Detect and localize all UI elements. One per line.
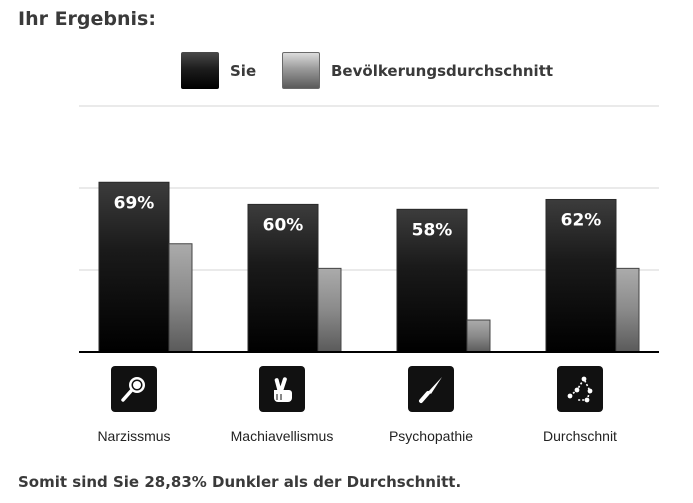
category-label: Psychopathie	[388, 428, 474, 444]
category-label: Durchschnit	[543, 428, 617, 444]
magnifier-icon	[111, 366, 157, 412]
bar-average-3	[615, 267, 640, 353]
bar-sie-1	[247, 203, 319, 353]
bar-average-1	[317, 267, 342, 353]
bar-sie-2	[396, 208, 468, 353]
dots-chart-icon	[557, 366, 603, 412]
category-label: Narzissmus	[97, 428, 171, 444]
bar-sie-0	[98, 181, 170, 353]
bar-sie-3	[545, 198, 617, 353]
result-heading: Ihr Ergebnis:	[18, 8, 156, 30]
legend-swatch-sie	[181, 52, 219, 89]
data-label-sie-0: 69%	[114, 193, 155, 213]
legend-label-sie: Sie	[230, 62, 257, 80]
data-label-sie-1: 60%	[263, 215, 304, 235]
crossed-fingers-icon	[259, 366, 305, 412]
data-label-sie-3: 62%	[561, 210, 602, 230]
category-label: Machiavellismus	[230, 428, 334, 444]
bar-average-2	[466, 319, 491, 353]
category-narzissmus: Narzissmus	[59, 366, 209, 444]
bar-average-0	[168, 243, 193, 353]
knife-icon	[408, 366, 454, 412]
category-durchschnit: Durchschnit	[505, 366, 655, 444]
category-machiavellismus: Machiavellismus	[207, 366, 357, 444]
chart-legend: Sie Bevölkerungsdurchschnitt	[0, 52, 693, 90]
category-psychopathie: Psychopathie	[356, 366, 506, 444]
data-label-sie-2: 58%	[412, 220, 453, 240]
summary-text: Somit sind Sie 28,83% Dunkler als der Du…	[18, 473, 462, 491]
legend-label-average: Bevölkerungsdurchschnitt	[331, 62, 554, 80]
legend-swatch-average	[282, 52, 320, 89]
bar-chart: 69% 60% 58% 62%	[79, 105, 659, 353]
